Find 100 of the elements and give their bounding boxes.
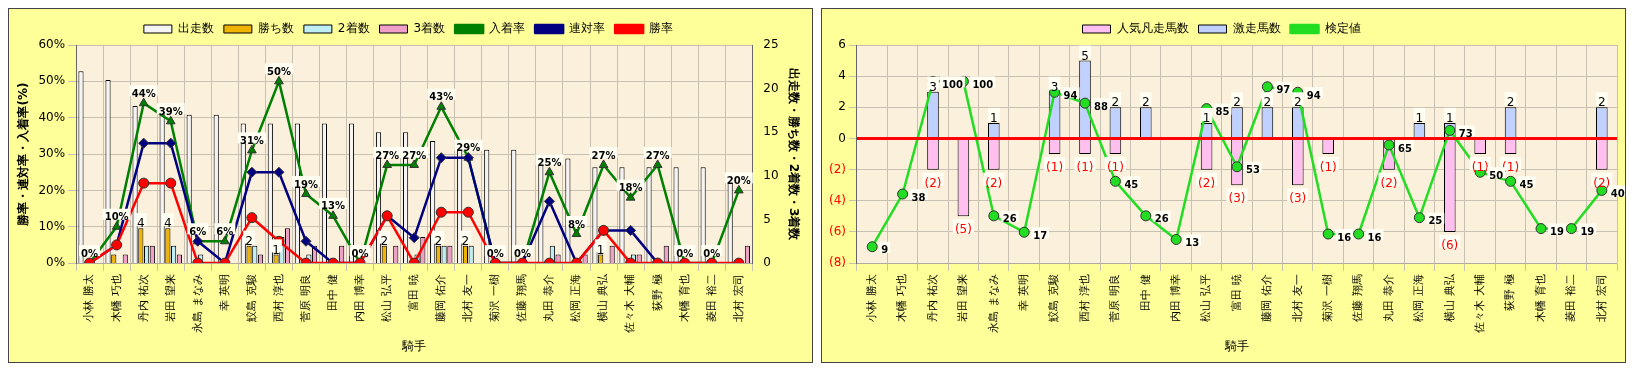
data-label: 39% — [158, 105, 183, 117]
legend-label: 人気凡走馬数 — [1116, 21, 1189, 36]
data-label: 40 — [1610, 188, 1625, 199]
data-label: 2 — [1597, 95, 1606, 110]
data-label: 88 — [1094, 100, 1108, 112]
x-tick-label: 菊沢 一樹 — [488, 274, 502, 322]
data-label: 97 — [1276, 84, 1291, 96]
data-label: 0% — [703, 247, 721, 259]
x-tick-label: 北村 友一 — [1290, 274, 1304, 322]
legend-label: 検定値 — [1324, 21, 1361, 36]
data-label: (2) — [985, 175, 1003, 190]
data-label: 10% — [104, 211, 129, 223]
data-label: 43% — [429, 91, 454, 103]
data-label: 0% — [486, 247, 504, 259]
x-tick-label: 松山 弘平 — [1199, 274, 1213, 322]
data-label: (2) — [1593, 175, 1611, 190]
legend-label: 2着数 — [337, 21, 370, 36]
y-tick-label: (4) — [829, 192, 846, 207]
y-tick-label: (6) — [829, 224, 846, 239]
data-label: 1 — [1445, 111, 1454, 126]
x-tick-label: 菱田 裕二 — [1564, 274, 1578, 322]
data-label: 0% — [513, 247, 531, 259]
y-tick-label: 2 — [838, 99, 846, 114]
x-tick-label: 丹内 祐次 — [136, 274, 150, 322]
x-tick-label: 横山 典弘 — [1442, 273, 1456, 322]
x-tick-label: 佐藤 翔馬 — [1351, 274, 1365, 322]
x-tick-label: 小林 勝太 — [82, 274, 96, 322]
data-label: (1) — [1319, 160, 1337, 175]
legend-label: 3着数 — [413, 21, 446, 36]
data-label: 8% — [568, 218, 585, 230]
x-tick-label: 菱田 裕二 — [704, 274, 718, 322]
x-tick-label: 永島 まなみ — [190, 274, 204, 333]
data-label: 4 — [137, 216, 145, 231]
x-tick-label: 藤岡 佑介 — [434, 274, 448, 322]
data-label: (1) — [1046, 160, 1064, 175]
legend-label: 激走馬数 — [1232, 21, 1281, 36]
y2-tick-label: 0 — [763, 255, 771, 270]
data-label: (2) — [1380, 175, 1398, 190]
data-label: 13% — [321, 200, 346, 212]
data-label: 2 — [1293, 95, 1302, 110]
x-tick-label: 西村 淳也 — [1077, 274, 1091, 322]
x-axis-title: 騎手 — [401, 338, 427, 353]
y-tick-label: 6 — [838, 37, 846, 52]
data-label: 45 — [1519, 178, 1534, 190]
data-label: 29% — [456, 142, 481, 154]
x-tick-label: 横山 典弘 — [596, 273, 610, 322]
data-label: 27% — [375, 149, 400, 161]
x-tick-label: 佐々木 大輔 — [1473, 274, 1487, 333]
y-tick-label: 20% — [38, 182, 66, 197]
y-tick-label: (2) — [829, 161, 846, 176]
x-tick-label: 鮫島 克駿 — [244, 274, 258, 322]
data-label: 16 — [1337, 231, 1352, 243]
x-tick-label: 富田 暁 — [1229, 274, 1243, 311]
data-label: (6) — [1441, 238, 1459, 253]
data-label: 27% — [402, 149, 427, 161]
x-tick-label: 田中 健 — [325, 274, 339, 311]
data-label: (2) — [924, 175, 942, 190]
x-tick-label: 北村 宏司 — [731, 274, 745, 322]
data-label: 2 — [1111, 95, 1120, 110]
data-label: 1 — [989, 111, 998, 126]
data-label: 50 — [1489, 169, 1504, 181]
data-label: 2 — [1263, 95, 1272, 110]
data-label: 16 — [1367, 231, 1382, 243]
data-label: 19% — [294, 178, 318, 190]
x-tick-label: 鮫島 克駿 — [1047, 274, 1061, 322]
data-label: 26 — [1002, 213, 1017, 225]
data-label: 26 — [1154, 213, 1169, 225]
x-tick-label: 丸田 恭介 — [1381, 274, 1395, 322]
x-tick-label: 荻野 極 — [650, 274, 664, 311]
x-tick-label: 西村 淳也 — [271, 274, 285, 322]
x-tick-label: 岩田 望来 — [163, 274, 177, 322]
y-tick-label: 40% — [38, 109, 66, 124]
x-tick-label: 藤岡 佑介 — [1260, 274, 1274, 322]
data-label: 3 — [929, 79, 937, 94]
data-label: (3) — [1289, 191, 1307, 206]
x-tick-label: 岩田 望来 — [956, 274, 970, 322]
y-tick-label: 0 — [838, 130, 846, 145]
data-label: 1 — [1415, 111, 1424, 126]
x-tick-label: 幸 英明 — [1017, 274, 1031, 311]
x-tick-label: 田中 健 — [1138, 274, 1152, 311]
data-label: 27% — [645, 149, 670, 161]
y2-tick-label: 5 — [763, 211, 771, 226]
data-label: 2 — [1506, 95, 1515, 110]
x-tick-label: 佐々木 大輔 — [623, 274, 637, 333]
y-tick-label: 0% — [46, 255, 66, 270]
data-label: 19 — [1580, 226, 1595, 238]
legend-label: 勝ち数 — [257, 21, 294, 36]
x-tick-label: 内田 博幸 — [352, 274, 366, 322]
data-label: 94 — [1306, 89, 1321, 101]
y-tick-label: 4 — [838, 68, 846, 83]
data-label: (3) — [1228, 191, 1246, 206]
x-tick-label: 佐藤 翔馬 — [515, 274, 529, 322]
data-label: 50% — [266, 65, 291, 77]
data-label: 2 — [245, 233, 253, 248]
data-label: 19 — [1550, 226, 1564, 238]
data-label: 25 — [1428, 215, 1443, 227]
y2-tick-label: 20 — [763, 80, 779, 95]
data-label: 2 — [1141, 95, 1150, 110]
x-axis-title: 騎手 — [1224, 338, 1249, 353]
x-tick-label: 富田 暁 — [407, 274, 421, 311]
